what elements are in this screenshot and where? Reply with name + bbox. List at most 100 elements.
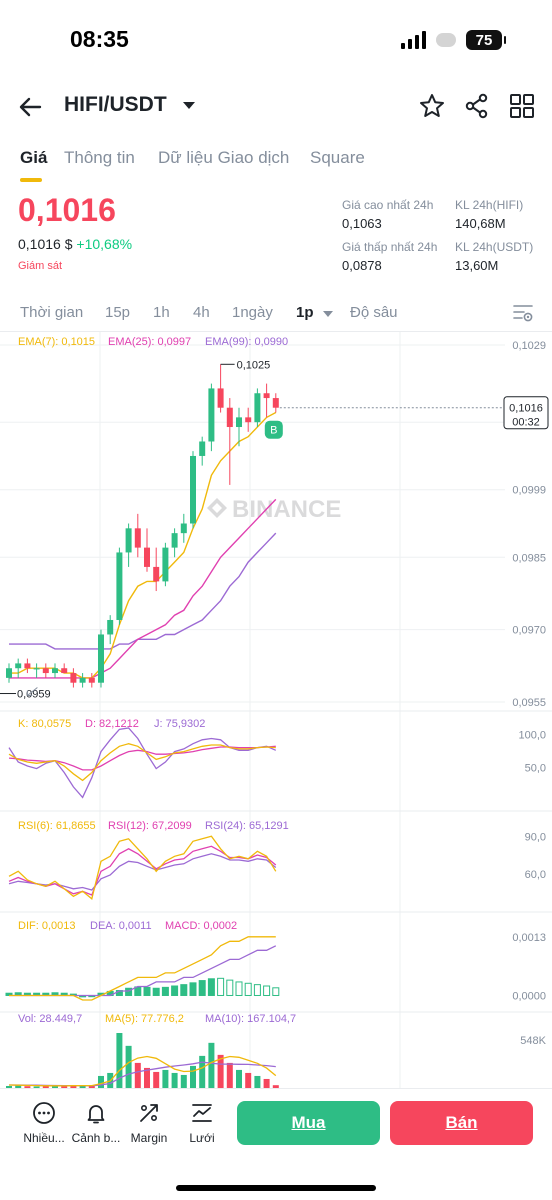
- interval-1h[interactable]: 1h: [153, 304, 170, 321]
- candle-body: [52, 668, 58, 674]
- volume-bar: [33, 1086, 40, 1088]
- volume-bar: [199, 1055, 206, 1088]
- price-change: +10,68%: [76, 236, 133, 252]
- volume-bar: [134, 1062, 141, 1088]
- kdj-k-line: [8, 743, 276, 782]
- usd-price-line: 0,1016 $ +10,68%: [18, 236, 132, 252]
- tab-price[interactable]: Giá: [20, 148, 48, 167]
- app-header: HIFI/USDT: [0, 84, 552, 128]
- star-icon[interactable]: [418, 92, 446, 120]
- macd-axis-tick: 0,0013: [512, 932, 546, 944]
- interval-1m[interactable]: 1p: [296, 304, 314, 321]
- volume-bar: [236, 1069, 242, 1088]
- chart-top-divider: [0, 331, 552, 332]
- macd-axis-tick: 0,0000: [512, 990, 546, 1002]
- status-bar: 08:35 75: [0, 0, 552, 80]
- kdj-j-line: [8, 727, 277, 799]
- ema7-legend: EMA(7): 0,1015: [18, 336, 95, 348]
- volume-bar: [153, 1071, 160, 1088]
- more-icon: [33, 1102, 55, 1124]
- rsi12-line: [8, 845, 277, 896]
- monitor-tag[interactable]: Giám sát: [18, 260, 63, 272]
- candle-body: [42, 668, 49, 674]
- volume-base-value: 140,68M: [455, 216, 506, 231]
- candle-body: [171, 533, 178, 548]
- candle-body: [33, 668, 40, 670]
- alert-button[interactable]: Cảnh b...: [68, 1101, 124, 1145]
- candle-body: [254, 393, 261, 423]
- macd-value-legend: MACD: 0,0002: [165, 920, 237, 932]
- volume-bar: [15, 1085, 22, 1088]
- volume-bar: [272, 1085, 279, 1088]
- candle-body: [217, 388, 224, 408]
- usd-price: 0,1016 $: [18, 236, 73, 252]
- min-price-label: 0,0959: [17, 689, 51, 701]
- candle-body: [199, 441, 206, 456]
- buy-button[interactable]: Mua: [237, 1101, 380, 1145]
- current-price-box: [503, 396, 549, 430]
- macd-histogram-bar: [217, 977, 225, 996]
- interval-time[interactable]: Thời gian: [20, 304, 84, 321]
- ema99-legend: EMA(99): 0,0990: [205, 336, 288, 348]
- back-arrow-icon[interactable]: [16, 92, 46, 122]
- margin-button[interactable]: Margin: [121, 1101, 177, 1145]
- macd-dif-legend: DIF: 0,0013: [18, 920, 75, 932]
- kline-chart[interactable]: 0,1029 0,0999 0,0985 0,0970 0,0955 BINANCE EMA…: [0, 0, 552, 1088]
- grid-menu-icon[interactable]: [508, 92, 536, 120]
- interval-4h[interactable]: 4h: [193, 304, 210, 321]
- volume-bar: [42, 1085, 49, 1088]
- candle-body: [61, 668, 68, 674]
- volume-bar: [70, 1084, 77, 1088]
- interval-depth[interactable]: Độ sâu: [350, 304, 398, 321]
- macd-dif-line: [9, 936, 276, 1001]
- pair-selector[interactable]: HIFI/USDT: [64, 93, 167, 116]
- volume-ma10-line: [9, 1061, 276, 1087]
- macd-histogram-bar: [235, 981, 243, 996]
- sell-button[interactable]: Bán: [390, 1101, 533, 1145]
- binance-watermark: BINANCE: [207, 496, 341, 523]
- candle-body: [125, 528, 132, 553]
- tab-trading-data[interactable]: Dữ liệu Giao dịch: [158, 148, 290, 167]
- price-axis-tick: 0,0970: [512, 625, 546, 637]
- volume-bar: [52, 1085, 58, 1088]
- share-icon[interactable]: [463, 92, 491, 120]
- rsi-axis-tick: 90,0: [525, 831, 546, 843]
- grid-trading-button[interactable]: Lưới: [174, 1101, 230, 1145]
- chart-settings-icon[interactable]: [512, 303, 534, 323]
- watermark-text: BINANCE: [232, 496, 341, 523]
- candle-body: [88, 677, 95, 683]
- status-icons: 75: [401, 30, 506, 50]
- low-24h-value: 0,0878: [342, 258, 382, 273]
- macd-histogram-bar: [125, 987, 133, 996]
- price-axis-tick: 0,0985: [512, 552, 546, 564]
- volume-bar: [125, 1045, 132, 1088]
- macd-histogram-bar: [198, 980, 206, 996]
- interval-15m[interactable]: 15p: [105, 304, 131, 321]
- wifi-icon: [436, 33, 456, 47]
- macd-histogram-bar: [171, 985, 179, 996]
- rsi6-line: [8, 835, 277, 900]
- grid-trading-icon: [192, 1104, 212, 1122]
- interval-1d[interactable]: 1ngày: [232, 304, 273, 321]
- interval-caret-icon[interactable]: [323, 311, 333, 317]
- candle-body: [6, 668, 12, 678]
- candle-body: [79, 677, 86, 683]
- macd-histogram-bar: [244, 982, 252, 996]
- tab-info[interactable]: Thông tin: [64, 148, 135, 167]
- volume-bar: [24, 1086, 31, 1088]
- macd-histogram-bar: [180, 984, 188, 996]
- more-button[interactable]: Nhiều...: [16, 1101, 72, 1145]
- volume-bar: [88, 1085, 95, 1088]
- caret-down-icon[interactable]: [183, 102, 195, 109]
- grid-trading-label: Lưới: [189, 1131, 215, 1145]
- tab-square[interactable]: Square: [310, 148, 365, 167]
- bell-icon: [87, 1105, 105, 1124]
- volume-ma5-line: [8, 1055, 277, 1087]
- candle-body: [180, 523, 187, 534]
- kdj-k-legend: K: 80,0575: [18, 718, 71, 730]
- macd-histogram-bar: [253, 984, 261, 996]
- last-price: 0,1016: [18, 192, 116, 228]
- macd-histogram-bar: [207, 978, 215, 996]
- volume-bar: [98, 1075, 104, 1088]
- candle-body: [107, 619, 114, 635]
